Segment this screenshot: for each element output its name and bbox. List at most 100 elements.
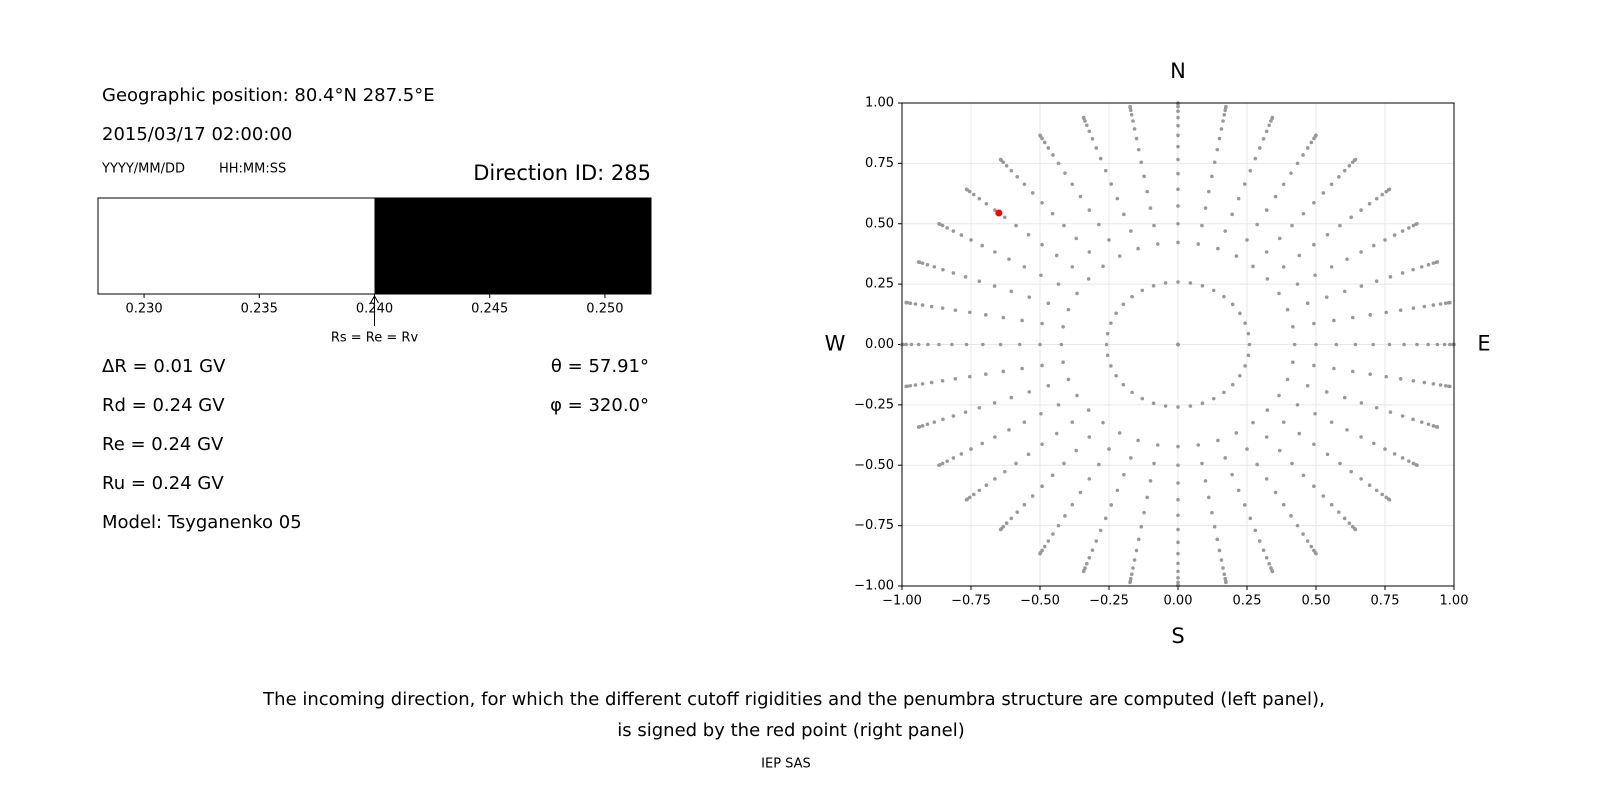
direction-point xyxy=(1216,246,1220,251)
direction-point xyxy=(1176,342,1180,347)
direction-point xyxy=(1070,420,1075,424)
direction-point xyxy=(1063,171,1067,175)
direction-point xyxy=(1312,321,1316,326)
direction-point xyxy=(1217,136,1222,141)
direction-point xyxy=(1314,342,1318,347)
direction-point xyxy=(904,384,908,389)
direction-point xyxy=(1188,281,1193,285)
caption: is signed by the red point (right panel) xyxy=(617,720,964,741)
direction-point xyxy=(1398,377,1403,381)
direction-point xyxy=(1332,366,1336,371)
direction-point xyxy=(1305,146,1310,150)
direction-point xyxy=(977,279,982,284)
direction-point xyxy=(1291,360,1295,365)
direction-point xyxy=(1380,492,1385,497)
direction-point xyxy=(1054,253,1059,258)
direction-point xyxy=(1253,528,1258,533)
direction-point xyxy=(1139,160,1144,165)
direction-point xyxy=(1242,503,1247,507)
direction-point xyxy=(925,422,930,427)
phi: φ = 320.0° xyxy=(550,395,649,416)
direction-point xyxy=(1009,516,1014,521)
direction-point xyxy=(1117,431,1122,435)
direction-point xyxy=(1014,461,1018,466)
direction-point xyxy=(1347,521,1352,525)
direction-point xyxy=(1081,115,1086,120)
direction-point xyxy=(1295,403,1300,407)
direction-point xyxy=(1359,435,1363,439)
direction-point xyxy=(1176,575,1180,580)
x-tick-label: −0.75 xyxy=(951,594,991,609)
direction-label: S xyxy=(1171,624,1184,648)
direction-point xyxy=(1215,537,1220,542)
direction-point xyxy=(1040,363,1044,368)
direction-point xyxy=(1152,223,1156,228)
direction-point xyxy=(1353,157,1358,162)
direction-point xyxy=(1295,282,1300,286)
direction-point xyxy=(1347,164,1352,168)
direction-point xyxy=(1264,555,1269,560)
direction-point xyxy=(993,435,997,439)
direction-point xyxy=(908,383,913,388)
direction-point xyxy=(1176,513,1180,518)
direction-point xyxy=(1015,175,1020,179)
direction-point xyxy=(1046,539,1051,543)
direction-point xyxy=(951,271,956,275)
direction-point xyxy=(984,202,989,206)
direction-point xyxy=(1176,240,1180,245)
direction-point xyxy=(1289,514,1293,518)
direction-point xyxy=(1435,260,1440,264)
direction-point xyxy=(1246,353,1251,358)
direction-point xyxy=(1061,360,1065,365)
direction-point xyxy=(964,187,969,192)
direction-point xyxy=(1131,119,1135,123)
direction-point xyxy=(1321,494,1326,498)
direction-point xyxy=(1329,182,1334,187)
y-tick-label: 0.25 xyxy=(865,277,894,292)
direction-point xyxy=(1151,283,1156,288)
direction-point xyxy=(1359,250,1363,254)
direction-point xyxy=(1325,232,1330,237)
direction-point xyxy=(1176,280,1180,284)
direction-point xyxy=(1022,420,1027,424)
position: Geographic position: 80.4°N 287.5°E xyxy=(102,85,435,106)
direction-point xyxy=(1101,264,1105,269)
direction-point xyxy=(920,261,925,265)
direction-point xyxy=(1435,425,1440,429)
direction-point xyxy=(1438,302,1443,306)
direction-point xyxy=(920,303,925,307)
direction-point xyxy=(967,374,972,379)
direction-point xyxy=(1329,502,1334,507)
direction-point xyxy=(1176,123,1180,128)
direction-point xyxy=(1400,229,1405,233)
direction-point xyxy=(1301,211,1306,216)
direction-point xyxy=(980,243,985,248)
direction-point xyxy=(1040,442,1044,447)
direction-point xyxy=(1281,502,1286,507)
direction-point xyxy=(1289,171,1293,175)
direction-point xyxy=(1040,200,1044,205)
direction-point xyxy=(920,424,925,428)
direction-point xyxy=(964,342,969,347)
direction-point xyxy=(1176,157,1180,162)
direction-point xyxy=(1301,473,1306,478)
direction-point xyxy=(1030,494,1035,498)
direction-point xyxy=(1145,189,1149,194)
direction-point xyxy=(1140,396,1145,401)
direction-point xyxy=(1151,401,1156,406)
direction-point xyxy=(1114,373,1118,378)
direction-point xyxy=(1109,182,1114,186)
direction-point xyxy=(1040,242,1044,247)
direction-point xyxy=(1384,374,1389,379)
direction-point xyxy=(1152,461,1156,466)
direction-point xyxy=(1297,253,1302,258)
direction-point xyxy=(1253,156,1258,161)
x-tick-label: 0.75 xyxy=(1371,594,1400,609)
direction-point xyxy=(1176,144,1180,149)
direction-point xyxy=(1321,191,1326,195)
direction-point xyxy=(1051,153,1055,157)
direction-point xyxy=(1426,422,1431,427)
direction-point xyxy=(993,477,997,481)
direction-point xyxy=(1094,146,1099,150)
direction-point xyxy=(993,250,997,254)
